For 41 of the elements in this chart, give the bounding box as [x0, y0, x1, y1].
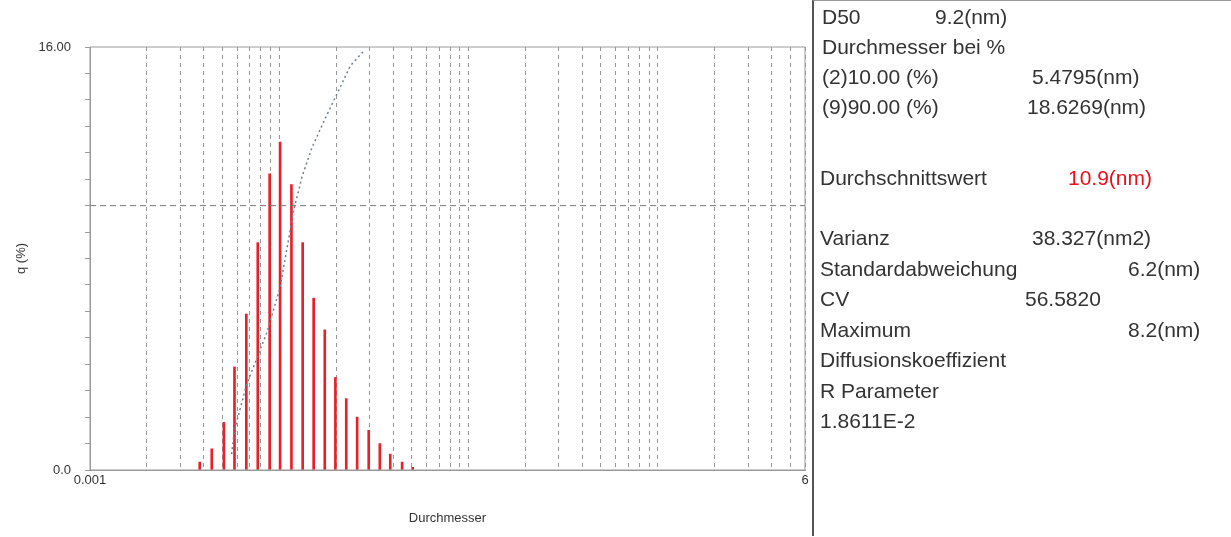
- text: (9)90.00 (%): [822, 94, 939, 120]
- text: 56.5820: [1025, 286, 1101, 312]
- text: 6.2(nm): [1128, 256, 1201, 282]
- text: Varianz: [820, 225, 890, 251]
- text: R Parameter: [820, 378, 940, 404]
- text: 38.327(nm2): [1032, 225, 1152, 251]
- bar: [268, 173, 271, 470]
- x-axis-title: Durchmesser: [408, 509, 487, 525]
- bar: [388, 453, 392, 470]
- bar: [312, 297, 315, 470]
- bar: [290, 184, 293, 470]
- text: Maximum: [820, 317, 912, 343]
- text: Standardabweichung: [820, 256, 1018, 282]
- bar: [344, 398, 348, 470]
- text: D50: [822, 4, 861, 30]
- bar: [367, 430, 371, 470]
- x-tick-label: 6: [801, 472, 809, 488]
- text: Durchmesser bei %: [822, 34, 1006, 60]
- bar: [233, 366, 236, 470]
- bar: [378, 443, 382, 470]
- y-axis-title: q (%): [13, 242, 29, 275]
- text: 10.9(nm): [1068, 165, 1153, 191]
- text: 1.8611E-2: [820, 408, 916, 434]
- bar: [301, 242, 305, 470]
- text: 5.4795(nm): [1032, 64, 1140, 90]
- text: 8.2(nm): [1128, 317, 1201, 343]
- text: 18.6269(nm): [1027, 94, 1147, 120]
- bar: [323, 329, 327, 470]
- bar: [210, 448, 214, 470]
- bar: [334, 377, 337, 470]
- text: Durchschnittswert: [820, 165, 987, 191]
- y-tick-label: 16.00: [38, 38, 71, 54]
- text: 9.2(nm): [935, 4, 1008, 30]
- bar: [198, 461, 202, 470]
- text: (2)10.00 (%): [822, 64, 939, 90]
- y-tick-label: 0.0: [52, 461, 71, 477]
- x-tick-label: 0.001: [73, 472, 107, 488]
- bar: [256, 242, 260, 470]
- text: Diffusionskoeffizient: [820, 347, 1006, 373]
- bar: [245, 313, 248, 470]
- text: CV: [820, 286, 850, 312]
